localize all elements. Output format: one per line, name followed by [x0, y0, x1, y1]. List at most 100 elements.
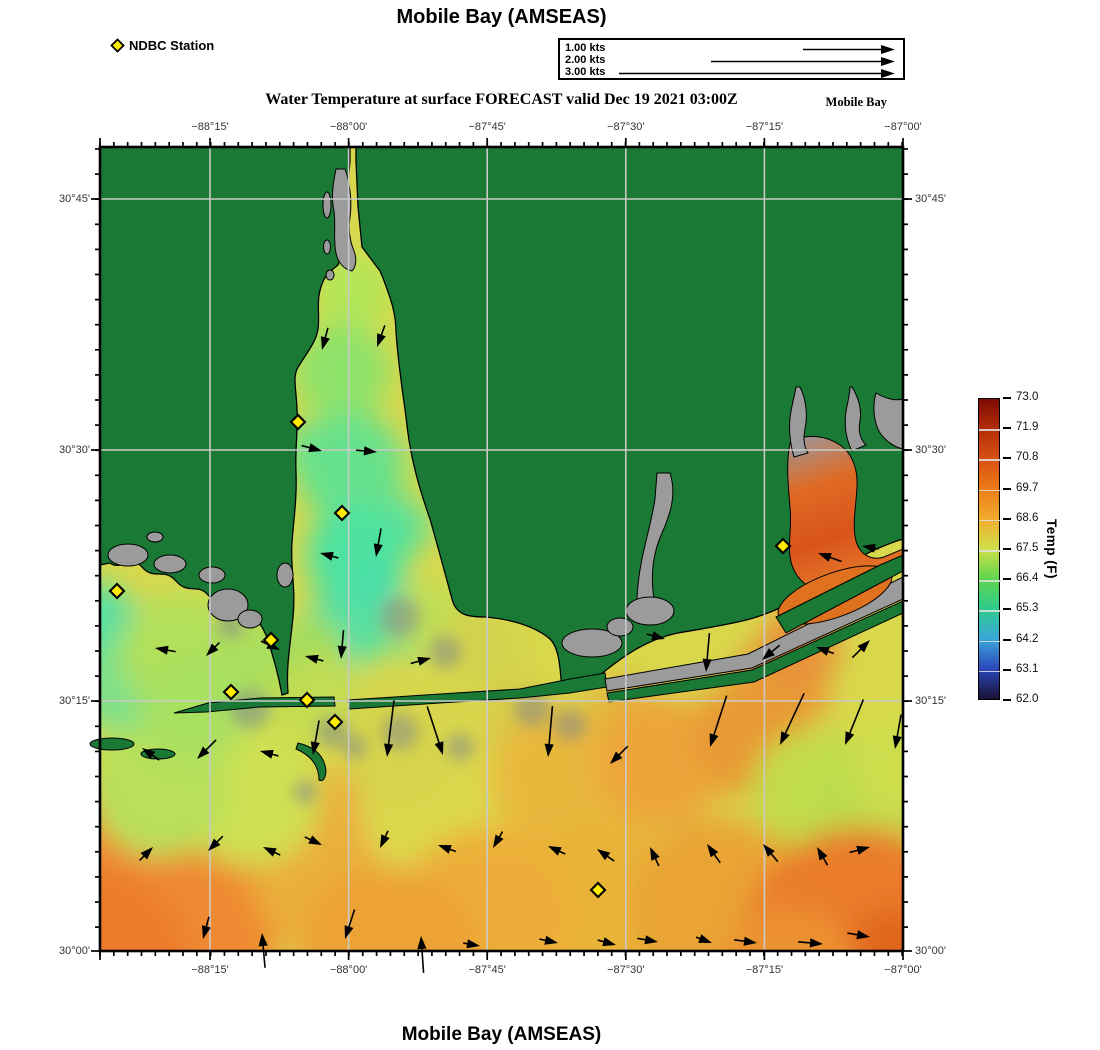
colorbar-tick — [1003, 487, 1011, 490]
lat-axis-label-right: 30°00' — [915, 945, 946, 957]
current-arrow — [798, 938, 823, 948]
current-arrow — [816, 647, 835, 656]
current-arrow — [320, 551, 339, 561]
current-arrow — [380, 830, 390, 848]
colorbar-tick — [1003, 457, 1011, 460]
current-arrow — [438, 845, 457, 854]
current-arrow — [377, 325, 386, 347]
current-arrow — [301, 443, 322, 453]
ndbc-legend: NDBC Station — [110, 38, 214, 53]
lat-axis-label-left: 30°30' — [59, 444, 90, 456]
current-arrow — [862, 543, 879, 553]
current-arrow — [637, 935, 658, 945]
lat-axis-label-right: 30°45' — [915, 193, 946, 205]
speed-arrow — [881, 45, 895, 54]
ndbc-legend-label: NDBC Station — [129, 38, 215, 53]
current-arrow — [610, 745, 629, 764]
current-arrow — [845, 699, 865, 745]
lon-axis-label-bottom: −87°15' — [745, 964, 784, 976]
current-arrow — [356, 446, 377, 456]
current-arrow — [142, 748, 160, 761]
speed-arrow — [881, 57, 895, 66]
colorbar-tick — [1003, 427, 1011, 430]
forecast-subtitle: Water Temperature at surface FORECAST va… — [265, 91, 738, 108]
colorbar-tick — [1003, 397, 1011, 399]
colorbar-tick-label: 70.8 — [1016, 451, 1039, 464]
ndbc-station-marker — [289, 413, 307, 431]
page-title: Mobile Bay (AMSEAS) — [396, 6, 607, 28]
little-lagoon-arm — [606, 617, 634, 637]
coastal-marsh — [107, 531, 294, 629]
pelican-island — [295, 742, 327, 782]
current-arrow — [597, 937, 616, 947]
speed-label-1: 1.00 kts — [565, 42, 606, 54]
current-arrow — [892, 714, 902, 749]
colorbar-tick-label: 62.0 — [1016, 693, 1039, 705]
current-arrow — [197, 739, 217, 759]
current-arrow — [344, 909, 356, 939]
colorbar-tick-label: 65.3 — [1016, 602, 1039, 615]
ndbc-stations — [108, 413, 792, 899]
current-arrow — [208, 835, 224, 851]
current-arrow — [138, 847, 153, 862]
current-arrow — [260, 749, 279, 759]
colorbar-tick-label: 69.7 — [1016, 481, 1039, 494]
lon-axis-label-bottom: −87°45' — [468, 964, 506, 976]
speed-arrow — [881, 69, 895, 78]
lon-axis-label-top: −88°15' — [191, 121, 229, 133]
current-arrow — [817, 847, 829, 866]
barrier-islet — [89, 737, 135, 751]
current-arrow — [597, 849, 615, 862]
ndbc-station-marker — [222, 683, 240, 701]
current-arrow — [410, 656, 431, 666]
current-arrow — [707, 844, 721, 864]
ndbc-station-marker — [774, 537, 792, 555]
current-arrow — [818, 553, 842, 563]
current-vectors — [138, 325, 902, 973]
colorbar-tick-label: 71.9 — [1016, 421, 1039, 434]
perdido-bay-lower — [625, 596, 675, 626]
current-arrow — [847, 930, 870, 940]
colorbar-tick-label: 73.0 — [1016, 391, 1039, 403]
current-arrow — [544, 706, 554, 757]
colorbar-tick-label: 68.6 — [1016, 511, 1039, 524]
speed-label-2: 2.00 kts — [565, 54, 606, 66]
colorbar-tick-label: 64.2 — [1016, 632, 1039, 645]
current-arrow — [493, 831, 504, 848]
speed-label-3: 3.00 kts — [565, 66, 606, 78]
current-arrow — [763, 844, 779, 863]
ndbc-station-marker — [333, 504, 351, 522]
current-arrow — [734, 936, 757, 946]
lon-axis-label-bottom: −88°00' — [329, 964, 368, 976]
current-arrow — [155, 645, 176, 655]
escambia-river — [789, 386, 809, 458]
current-arrow — [337, 630, 347, 659]
little-lagoon — [561, 628, 623, 658]
current-arrow — [709, 695, 728, 747]
lon-axis-label-top: −88°00' — [329, 121, 368, 133]
current-arrow — [702, 633, 712, 672]
colorbar-tick — [1003, 638, 1011, 641]
yellow-river — [873, 392, 904, 450]
map-frame — [91, 138, 912, 960]
lat-axis-label-left: 30°00' — [59, 945, 90, 957]
current-arrow — [263, 847, 281, 857]
lon-axis-label-top: −87°45' — [468, 121, 506, 133]
colorbar-tick — [1003, 668, 1011, 671]
lat-axis-label-right: 30°30' — [915, 444, 946, 456]
colorbar-tick-label: 67.5 — [1016, 542, 1039, 554]
current-arrow — [539, 935, 558, 945]
graticule — [100, 147, 903, 951]
current-arrow — [851, 640, 870, 659]
colorbar-tick-label: 63.1 — [1016, 662, 1039, 675]
ndbc-station-marker — [326, 713, 344, 731]
current-arrow — [780, 693, 805, 745]
lon-axis-label-bottom: −87°00' — [884, 964, 922, 976]
current-arrow — [548, 846, 566, 856]
current-arrow — [373, 528, 383, 557]
temperature-colorbar: Temp (F) 73.0 71.9 70.8 69.7 68.6 67.5 66.4 65.… — [978, 391, 1098, 705]
current-arrow — [695, 934, 712, 943]
ndbc-station-marker — [262, 631, 280, 649]
current-arrow — [463, 939, 480, 949]
